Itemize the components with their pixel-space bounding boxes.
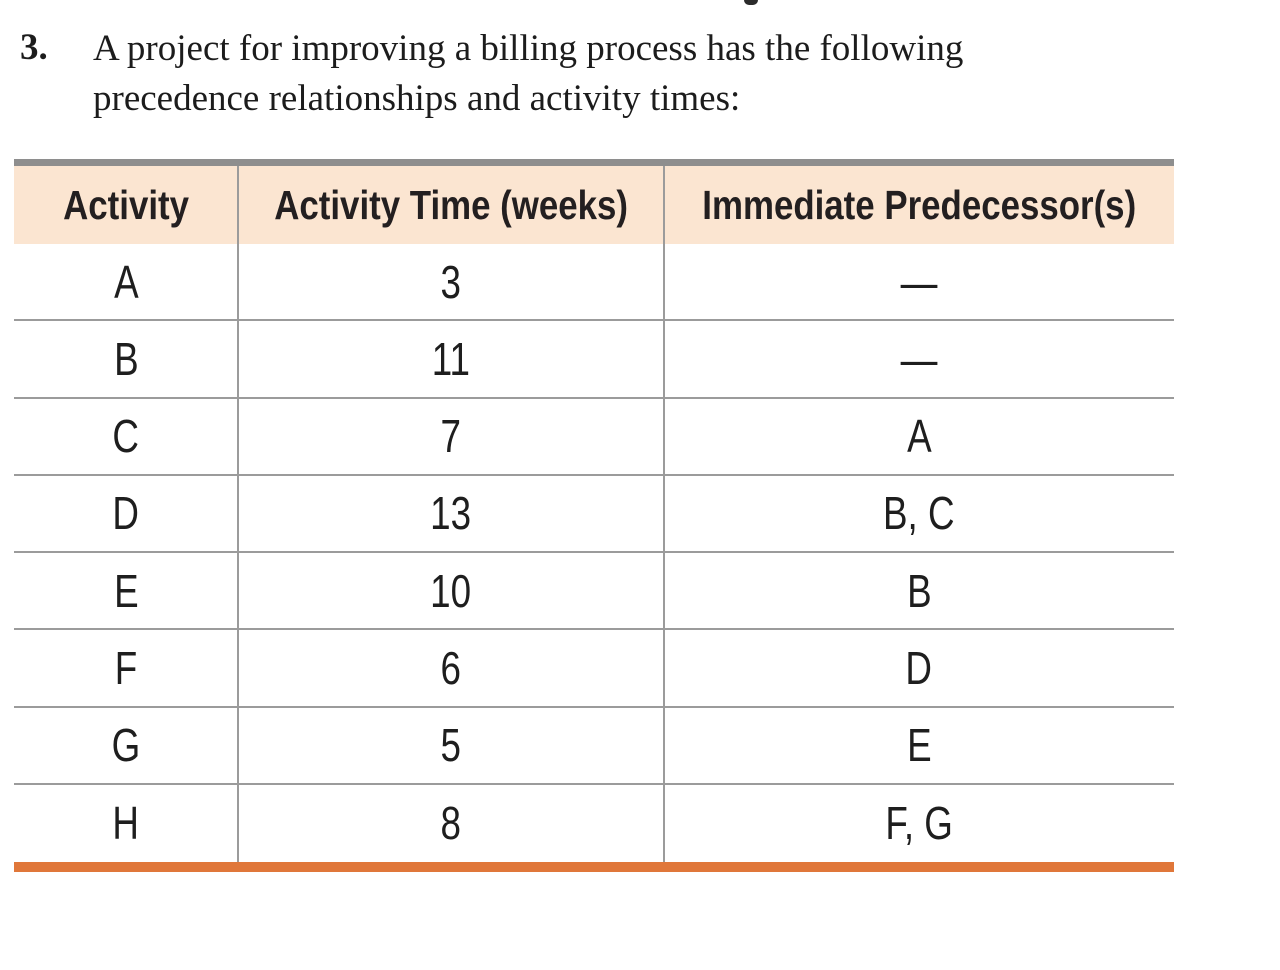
cell-activity: D [112,487,140,540]
table-row: G 5 E [14,708,1174,785]
table-row: D 13 B, C [14,476,1174,553]
column-divider [237,166,239,862]
table-row: A 3 — [14,244,1174,322]
cell-activity: G [111,719,141,772]
cell-time: 8 [440,797,462,850]
table-row: C 7 A [14,399,1174,476]
header-activity: Activity [62,181,189,228]
cell-time: 11 [431,332,471,385]
cell-time: 13 [430,487,472,540]
table-row: B 11 — [14,321,1174,399]
cell-activity: C [112,410,140,463]
cell-activity: H [112,797,140,850]
table-header-row: Activity Activity Time (weeks) Immediate… [14,166,1174,244]
cell-activity: A [113,255,139,308]
cell-activity: E [113,564,139,617]
table-row: F 6 D [14,630,1174,708]
cell-predecessors: A [906,410,932,463]
problem-text: A project for improving a billing proces… [93,24,1153,124]
cell-predecessors: B, C [883,487,955,540]
cell-time: 6 [440,641,462,694]
cell-predecessors: D [905,641,933,694]
cropped-text-fragment [744,0,758,5]
cell-time: 3 [440,255,462,308]
cell-predecessors: E [906,719,932,772]
cell-time: 7 [440,410,462,463]
table-row: E 10 B [14,553,1174,631]
table-top-rule [14,159,1174,166]
header-activity-time: Activity Time (weeks) [273,181,628,228]
activity-table: Activity Activity Time (weeks) Immediate… [14,159,1174,872]
table-row: H 8 F, G [14,785,1174,862]
cell-predecessors: — [900,332,938,385]
problem-text-line: A project for improving a billing proces… [93,28,964,69]
column-divider [663,166,665,862]
table-body: A 3 — B 11 — C 7 A D 13 B, C E 10 B F 6 … [14,244,1174,862]
table-bottom-rule [14,862,1174,872]
problem-statement: 3. A project for improving a billing pro… [20,24,1153,124]
cell-activity: F [114,641,138,694]
header-immediate-predecessors: Immediate Predecessor(s) [701,181,1136,228]
cell-predecessors: — [900,255,938,308]
cell-predecessors: B [906,564,932,617]
cell-activity: B [113,332,139,385]
cell-predecessors: F, G [885,797,953,850]
problem-number: 3. [20,27,48,68]
cell-time: 10 [430,564,472,617]
problem-text-line: precedence relationships and activity ti… [93,78,741,119]
cell-time: 5 [440,719,462,772]
